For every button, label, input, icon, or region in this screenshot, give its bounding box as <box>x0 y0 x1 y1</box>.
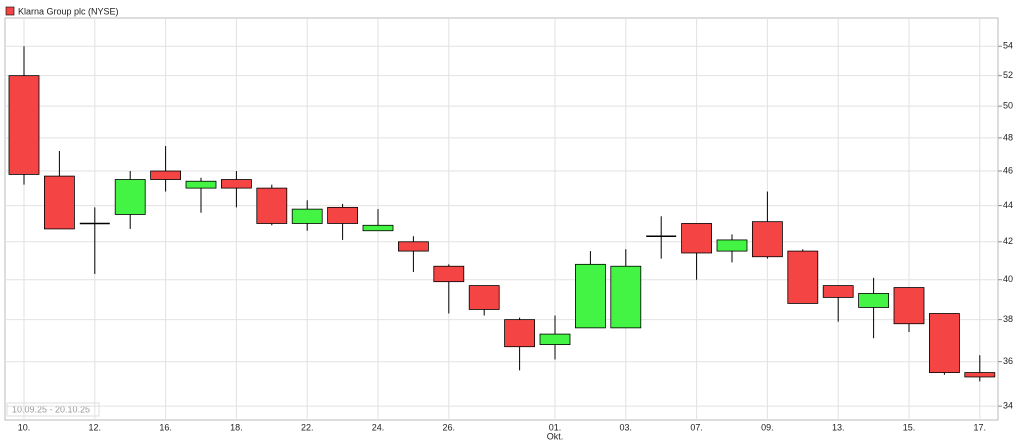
candle-body <box>327 206 359 224</box>
candle-body <box>256 187 288 224</box>
candle-body <box>681 223 712 254</box>
x-tick-label: 12. <box>89 422 102 432</box>
x-tick-label: 10. <box>18 422 31 432</box>
date-range: 10.09.25 - 20.10.25 <box>12 404 90 414</box>
candle-body <box>44 175 75 230</box>
candle-body <box>114 179 146 215</box>
legend-swatch <box>5 6 15 16</box>
y-tick-label: 44 <box>1003 200 1013 210</box>
x-tick-label: 16. <box>159 422 172 432</box>
candle-body <box>539 333 571 345</box>
candle-body <box>150 170 182 180</box>
candle-body <box>504 319 536 348</box>
x-tick-label: 03. <box>620 422 633 432</box>
y-tick-label: 42 <box>1003 236 1013 246</box>
y-tick-label: 40 <box>1003 274 1013 284</box>
plot-area <box>4 17 999 421</box>
y-tick-label: 46 <box>1003 165 1013 175</box>
x-tick-label: 22. <box>301 422 314 432</box>
candle-body <box>752 221 783 258</box>
candle-body <box>787 250 819 304</box>
y-tick-label: 36 <box>1003 356 1013 366</box>
candle-body <box>822 285 854 298</box>
candle-body <box>185 180 217 189</box>
candle-body <box>8 75 40 175</box>
x-tick-label: 18. <box>230 422 243 432</box>
x-tick-label: 26. <box>443 422 456 432</box>
y-tick-label: 54 <box>1003 41 1013 51</box>
candle-body <box>220 179 252 189</box>
candle-body <box>291 208 323 224</box>
y-tick-label: 48 <box>1003 132 1013 142</box>
y-tick-label: 34 <box>1003 401 1013 411</box>
candle-body <box>964 372 996 378</box>
x-tick-label: 15. <box>903 422 916 432</box>
x-tick-label: 17. <box>974 422 987 432</box>
x-tick-label: 09. <box>761 422 774 432</box>
candle-body <box>610 265 642 329</box>
x-tick-label: 01. <box>549 422 562 432</box>
x-tick-label: 13. <box>832 422 845 432</box>
y-tick-label: 50 <box>1003 101 1013 111</box>
candle-body <box>716 239 748 252</box>
candle-body <box>929 313 960 373</box>
candle-body <box>397 241 429 252</box>
x-tick-label: 07. <box>690 422 703 432</box>
y-tick-label: 52 <box>1003 70 1013 80</box>
candle-body <box>858 293 889 308</box>
candle-body <box>468 285 500 310</box>
candle-body <box>893 287 925 325</box>
candle-body <box>433 265 465 283</box>
legend-label: Klarna Group plc (NYSE) <box>18 6 119 16</box>
x-tick-label: 24. <box>372 422 385 432</box>
x-month-label: Okt. <box>547 431 564 441</box>
candle-body <box>362 224 394 232</box>
candle-body <box>575 263 606 329</box>
y-tick-label: 38 <box>1003 314 1013 324</box>
